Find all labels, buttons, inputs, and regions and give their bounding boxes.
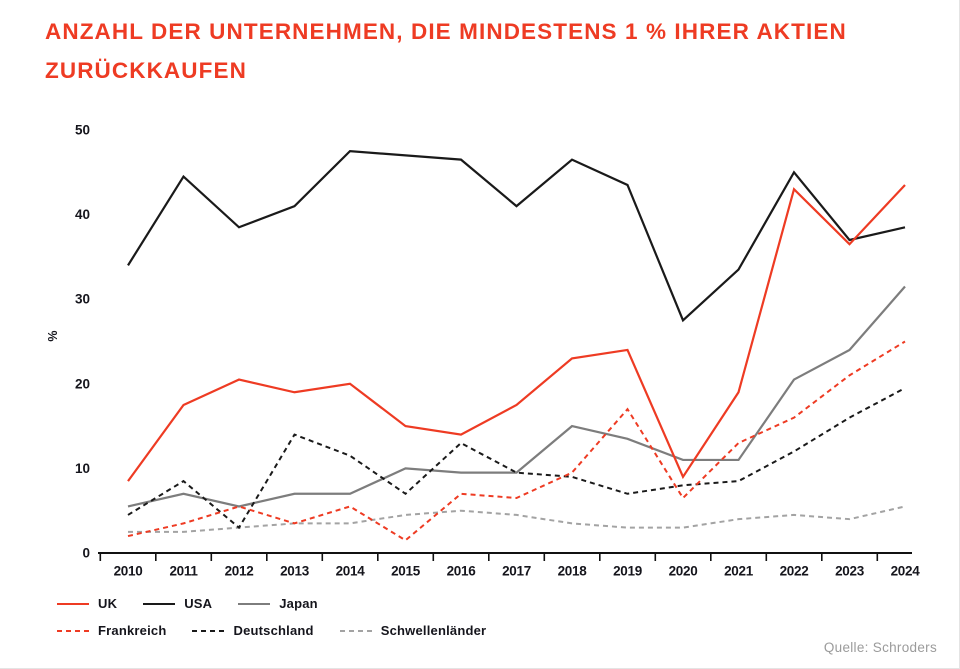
legend-item-deutschland: Deutschland xyxy=(192,623,314,638)
legend-label: Schwellenländer xyxy=(380,623,487,638)
series-line-japan xyxy=(127,285,906,508)
y-axis-tick-label: 30 xyxy=(75,292,90,307)
x-axis-year-label: 2013 xyxy=(280,564,310,579)
y-axis-tick-label: 10 xyxy=(75,461,90,476)
legend-label: Frankreich xyxy=(98,623,167,638)
series-line-uk xyxy=(127,184,906,482)
legend-label: Japan xyxy=(279,596,318,611)
x-axis-year-label: 2011 xyxy=(169,564,198,579)
series-line-frankreich xyxy=(127,340,906,542)
x-axis-year-label: 2024 xyxy=(891,564,921,579)
legend-label: Deutschland xyxy=(233,623,314,638)
series-line-schwellenlander xyxy=(128,505,906,533)
y-axis-tick-label: 50 xyxy=(75,123,90,138)
x-axis-year-label: 2023 xyxy=(835,564,865,579)
legend-label: UK xyxy=(98,596,118,611)
chart-title-line-1: ANZAHL DER UNTERNEHMEN, DIE MINDESTENS 1… xyxy=(45,19,847,44)
x-axis-year-label: 2015 xyxy=(391,564,421,579)
x-axis-year-label: 2022 xyxy=(780,564,809,579)
series-line-usa xyxy=(127,150,906,323)
x-axis-year-label: 2016 xyxy=(447,564,477,579)
legend-item-frankreich: Frankreich xyxy=(57,623,166,638)
legend-solid-line-swatch xyxy=(238,602,271,605)
legend-dashed-line-swatch xyxy=(192,629,225,632)
x-axis-year-label: 2018 xyxy=(558,564,588,579)
legend-solid-line-swatch xyxy=(57,602,89,605)
x-axis-year-label: 2017 xyxy=(502,564,531,579)
legend-row-2: Frankreich Deutschland Schwellenländer xyxy=(57,623,512,638)
x-axis-year-label: 2021 xyxy=(724,564,754,579)
x-axis-year-label: 2010 xyxy=(114,564,143,579)
series-line-deutschland xyxy=(127,387,906,530)
x-axis-year-label: 2020 xyxy=(669,564,698,579)
legend-item-usa: USA xyxy=(143,596,212,611)
x-axis-year-label: 2012 xyxy=(225,564,254,579)
x-axis-year-label: 2019 xyxy=(613,564,642,579)
chart-title: ANZAHL DER UNTERNEHMEN, DIE MINDESTENS 1… xyxy=(45,12,935,90)
legend-item-schwellenlander: Schwellenländer xyxy=(339,623,487,638)
legend-label: USA xyxy=(184,596,213,611)
legend-row-1: UK USA Japan xyxy=(57,596,344,611)
source-credit: Quelle: Schroders xyxy=(823,640,937,655)
line-chart: 2010 2011 2012 2013 2014 2015 2016 2017 2018 2019… xyxy=(46,123,921,579)
y-axis-tick-label: 0 xyxy=(82,546,90,561)
legend-solid-line-swatch xyxy=(143,602,176,605)
y-axis-tick-label: 40 xyxy=(75,207,90,222)
y-axis-unit-label: % xyxy=(46,330,60,341)
legend-item-uk: UK xyxy=(57,596,117,611)
legend-dashed-line-swatch xyxy=(57,629,89,632)
chart-title-line-2: ZURÜCKKAUFEN xyxy=(45,58,247,83)
x-axis-year-label: 2014 xyxy=(336,564,366,579)
legend-item-japan: Japan xyxy=(238,596,318,611)
y-axis-tick-label: 20 xyxy=(75,376,90,391)
legend-dashed-line-swatch xyxy=(339,629,372,632)
